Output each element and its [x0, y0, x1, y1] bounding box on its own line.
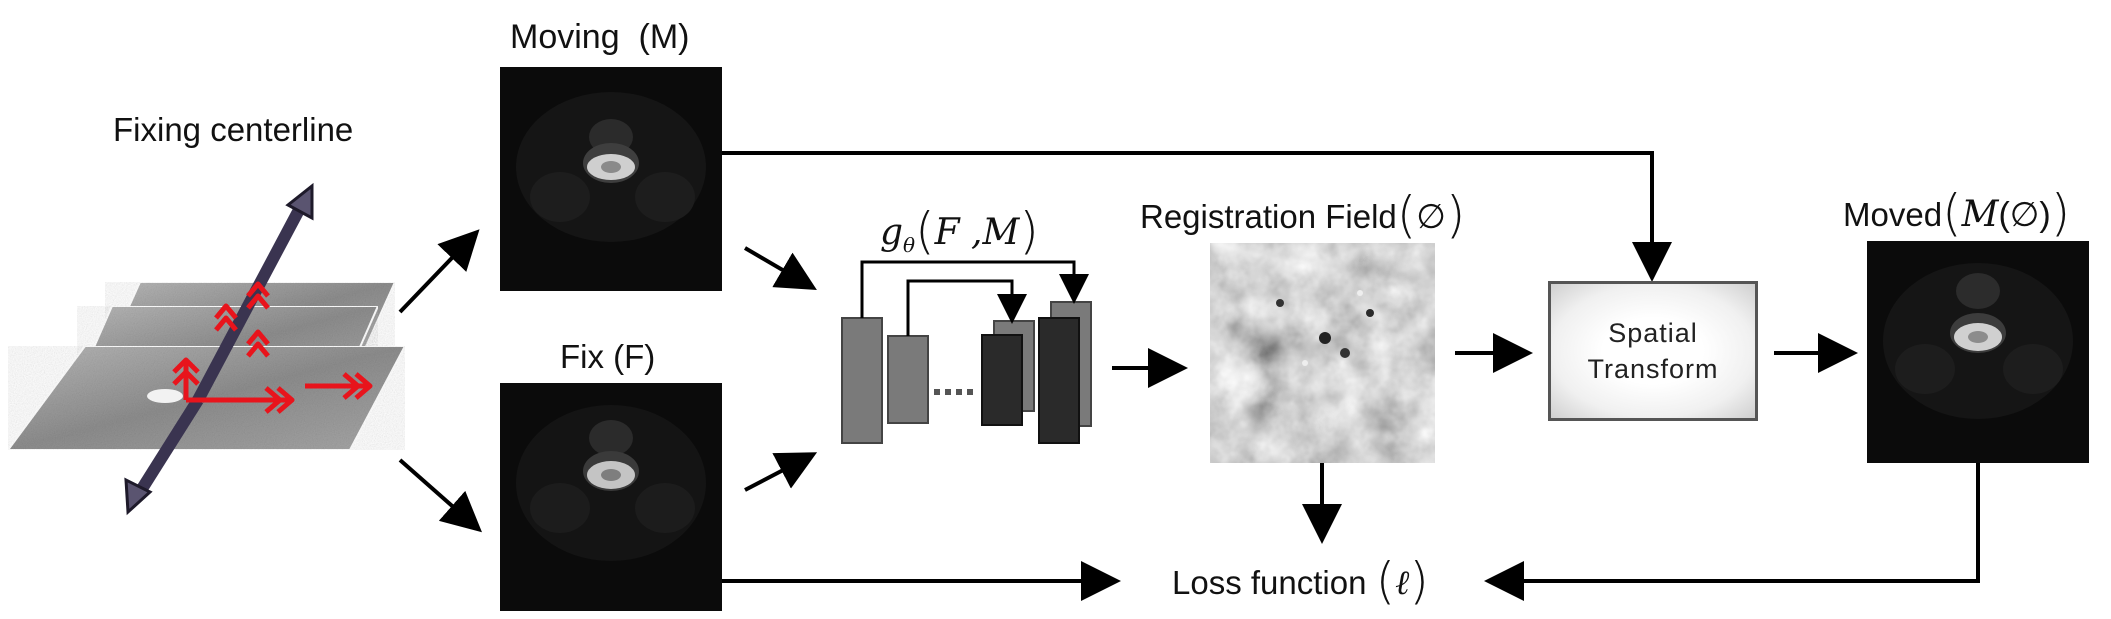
spatial-transform-box: Spatial Transform [1548, 281, 1758, 421]
encoder-block-2 [887, 335, 929, 424]
registration-field-label: Registration Field(∅) [1140, 186, 1466, 244]
network-label: gθ(F ,M) [880, 202, 1039, 260]
registration-field-image [1210, 243, 1435, 463]
moved-symbol: M [1961, 194, 1999, 235]
spatial-transform-line1: Spatial [1608, 317, 1698, 348]
loss-function-text: Loss function [1172, 564, 1367, 601]
moved-text: Moved [1843, 196, 1943, 233]
decoder-block-1-dark [981, 334, 1023, 426]
moved-label: Moved(M(∅)) [1843, 184, 2071, 242]
moving-image [500, 67, 722, 291]
loss-symbol: ℓ [1395, 563, 1410, 603]
arrow-slices-to-moving [398, 229, 480, 314]
encoder-block-1 [841, 317, 883, 444]
fixing-centerline-label: Fixing centerline [113, 111, 354, 148]
arrow-moving-to-spatial-transform [722, 151, 1672, 282]
arrow-fix-to-network [744, 452, 818, 492]
arrow-slices-to-fix [398, 458, 483, 533]
red-orientation-arrows [172, 281, 373, 414]
moved-arg: (∅) [1998, 196, 2051, 234]
moving-label: Moving (M) [510, 18, 690, 56]
arrow-moved-to-loss [1484, 463, 1980, 601]
network-unet [841, 260, 1092, 444]
spatial-transform-line2: Transform [1587, 354, 1719, 384]
registration-field-symbol: ∅ [1416, 198, 1446, 236]
arrow-moving-to-network [743, 246, 817, 291]
fix-image [500, 383, 722, 611]
centerline-slices [6, 281, 407, 451]
fix-label: Fix (F) [560, 338, 656, 375]
decoder-block-2-dark [1038, 317, 1080, 444]
network-args: F ,M [934, 212, 1020, 253]
moved-image [1867, 241, 2089, 463]
network-theta: θ [903, 233, 916, 258]
registration-field-text: Registration Field [1140, 198, 1397, 235]
loss-function-label: Loss function (ℓ) [1172, 552, 1429, 610]
network-g: g [880, 212, 904, 253]
